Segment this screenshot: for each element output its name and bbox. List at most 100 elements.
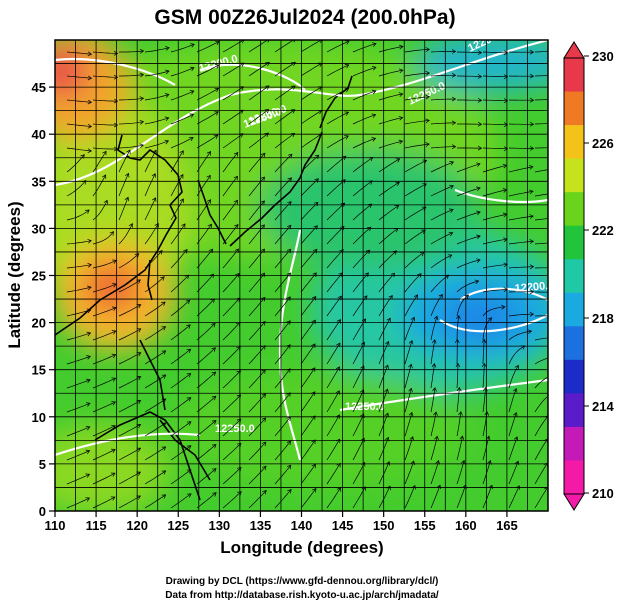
streamline-arrowhead [433,315,439,321]
streamline [92,425,116,437]
streamline [66,426,90,437]
streamline-arrowhead [211,444,217,449]
streamline [66,286,92,293]
streamline [118,144,144,149]
streamline-arrowhead [287,488,292,494]
streamline-arrowhead [529,49,535,55]
streamline [457,75,482,77]
streamline [248,272,265,293]
streamline [378,69,403,77]
streamline [248,369,266,389]
streamline-arrowhead [237,491,242,496]
streamline-arrowhead [134,253,140,258]
streamline [92,99,118,102]
streamline [248,85,270,101]
streamline [92,259,117,269]
streamline [378,318,391,341]
streamline [404,183,427,197]
streamline-arrowhead [384,388,389,394]
streamline [66,123,92,127]
colorbar-segment [564,393,584,428]
streamline-arrowhead [189,136,194,142]
streamline-arrowhead [398,139,404,145]
streamline [66,99,92,103]
colorbar-segment [564,91,584,126]
streamline [222,370,241,389]
streamline [508,345,525,365]
streamline-arrowhead [265,85,270,90]
streamline-arrowhead [448,231,454,237]
streamline-arrowhead [113,50,119,56]
height-contours [55,40,548,461]
streamline-arrowhead [529,189,534,195]
streamline [118,149,131,173]
streamline-arrowhead [237,466,242,472]
streamline [482,123,508,126]
streamline-arrowhead [340,202,346,207]
streamline [300,86,322,101]
streamline [170,299,190,317]
streamline [222,491,242,509]
streamline-arrowhead [161,301,166,306]
streamline [144,70,170,77]
credit-data: Data from http://database.rish.kyoto-u.a… [165,590,439,601]
streamline [196,248,213,269]
streamline [274,368,291,389]
streamline-arrowhead [110,496,116,501]
streamline-arrowhead [394,205,400,210]
streamline-arrowhead [456,386,462,392]
streamline [66,209,90,221]
streamline [430,209,454,221]
y-axis-ticks: 0 5 10 15 20 25 30 35 40 45 [32,80,55,519]
streamline [248,176,265,197]
streamline [222,176,238,197]
streamline-arrowhead [152,149,157,155]
streamline [482,460,491,485]
streamline-arrowhead [371,113,377,118]
streamline [352,413,365,437]
streamline [274,133,295,149]
streamline [534,462,548,485]
streamline-arrowhead [529,289,535,295]
streamline [326,179,346,197]
streamline [144,140,169,149]
streamline-arrowhead [161,446,167,451]
streamline [144,494,166,509]
streamline-arrowhead [136,352,142,357]
streamline [92,377,116,389]
streamline-arrowhead [136,279,141,284]
streamline [144,173,156,197]
streamline-arrowhead [112,259,117,264]
streamline [430,98,456,101]
streamline-arrowhead [161,374,167,379]
streamline [144,250,163,269]
streamline-arrowhead [451,49,457,54]
streamline [144,223,159,245]
colorbar-label: 226 [592,136,614,151]
streamline-arrowhead [556,145,560,149]
streamline-arrowhead [286,320,291,325]
streamline-arrowhead [385,461,391,466]
streamline [430,185,454,197]
streamline-arrowhead [408,363,413,369]
y-axis-title: Latitude (degrees) [5,201,24,348]
streamline [404,364,412,389]
streamline [92,496,116,509]
streamline [66,497,90,509]
streamline [378,461,390,485]
streamline-arrowhead [260,200,265,205]
streamline-arrowhead [161,326,167,331]
streamline-arrowhead [103,199,108,205]
streamline [482,75,508,78]
streamline [378,250,397,269]
streamline-arrowhead [344,64,350,69]
streamline [456,387,460,413]
streamline [378,117,403,125]
streamline-arrowhead [425,47,430,52]
streamline [404,159,427,173]
streamline-arrowhead [408,339,414,345]
streamline-arrowhead [503,98,509,104]
streamline-arrowhead [233,175,238,181]
streamline [66,379,91,389]
x-tick-label: 165 [496,518,518,533]
